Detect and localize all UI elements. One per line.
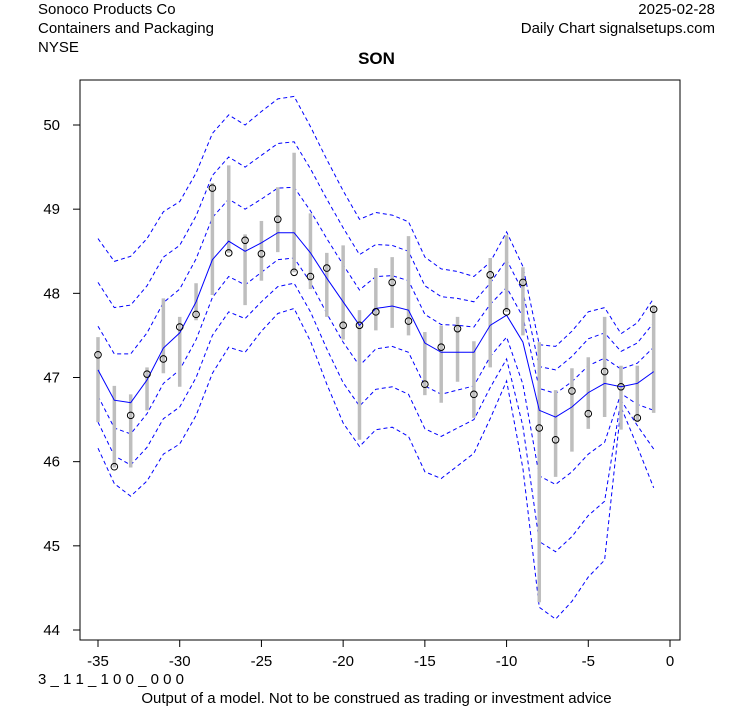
disclaimer: Output of a model. Not to be construed a…: [141, 690, 612, 707]
band-line-down-3: [97, 307, 655, 620]
close-point: [372, 308, 380, 316]
y-tick-label: 46: [43, 454, 60, 471]
close-points-layer: [94, 184, 658, 471]
close-point: [192, 310, 200, 319]
chart-title: SON: [358, 49, 395, 68]
close-point: [257, 249, 266, 258]
close-point: [551, 435, 560, 444]
y-tick-label: 49: [43, 201, 60, 218]
y-tick-label: 48: [43, 285, 60, 302]
close-point: [568, 387, 576, 395]
close-point: [388, 278, 396, 287]
close-point: [421, 380, 429, 389]
close-point: [273, 215, 282, 224]
close-point: [649, 305, 658, 314]
close-point: [175, 323, 184, 331]
close-point: [486, 271, 495, 279]
x-tick-label: -35: [87, 653, 109, 670]
sector-label: Containers and Packaging: [38, 20, 214, 37]
chart-date: 2025-02-28: [638, 1, 715, 18]
x-tick-label: -20: [332, 653, 354, 670]
y-tick-label: 45: [43, 538, 60, 555]
band-line-up-3: [97, 95, 655, 347]
close-point: [208, 184, 217, 192]
close-point: [535, 424, 544, 432]
close-point: [241, 236, 249, 245]
close-point: [143, 370, 151, 378]
close-point: [617, 382, 625, 391]
close-point: [306, 272, 315, 281]
close-point: [323, 264, 331, 272]
range-bars-layer: [96, 152, 656, 603]
bands-layer: [97, 95, 655, 620]
close-point: [453, 324, 462, 333]
company-name: Sonoco Products Co: [38, 1, 176, 18]
x-tick-label: -25: [251, 653, 273, 670]
close-point: [404, 317, 413, 325]
close-point: [339, 321, 347, 330]
close-point: [126, 411, 135, 420]
close-point: [633, 414, 642, 422]
model-code: 3 _ 1 1 _ 1 0 0 _ 0 0 0: [38, 671, 184, 688]
chart-source: Daily Chart signalsetups.com: [520, 20, 715, 37]
close-point: [584, 409, 593, 418]
close-point: [519, 278, 527, 287]
close-point: [94, 350, 102, 359]
close-point: [159, 355, 168, 363]
x-tick-label: -15: [414, 653, 436, 670]
x-tick-label: -30: [169, 653, 191, 670]
x-tick-label: -5: [582, 653, 595, 670]
exchange-label: NYSE: [38, 39, 79, 56]
close-point: [110, 462, 119, 471]
y-tick-label: 44: [43, 622, 60, 639]
band-line-up-2: [97, 141, 655, 371]
close-point: [470, 390, 478, 399]
x-tick-label: 0: [666, 653, 674, 670]
band-line-down-1: [97, 257, 654, 485]
close-point: [355, 321, 364, 330]
close-point: [437, 343, 446, 352]
close-point: [290, 268, 298, 277]
axes-layer: -35 -30 -25 -20 -15 -10 -5 0 44 45 46 47 48 49 50: [43, 117, 674, 670]
x-tick-label: -10: [496, 653, 518, 670]
y-tick-label: 50: [43, 117, 60, 134]
close-point: [224, 249, 233, 257]
y-tick-label: 47: [43, 370, 60, 387]
close-point: [600, 367, 609, 376]
close-point: [502, 308, 511, 316]
band-line-down-2: [97, 282, 655, 553]
